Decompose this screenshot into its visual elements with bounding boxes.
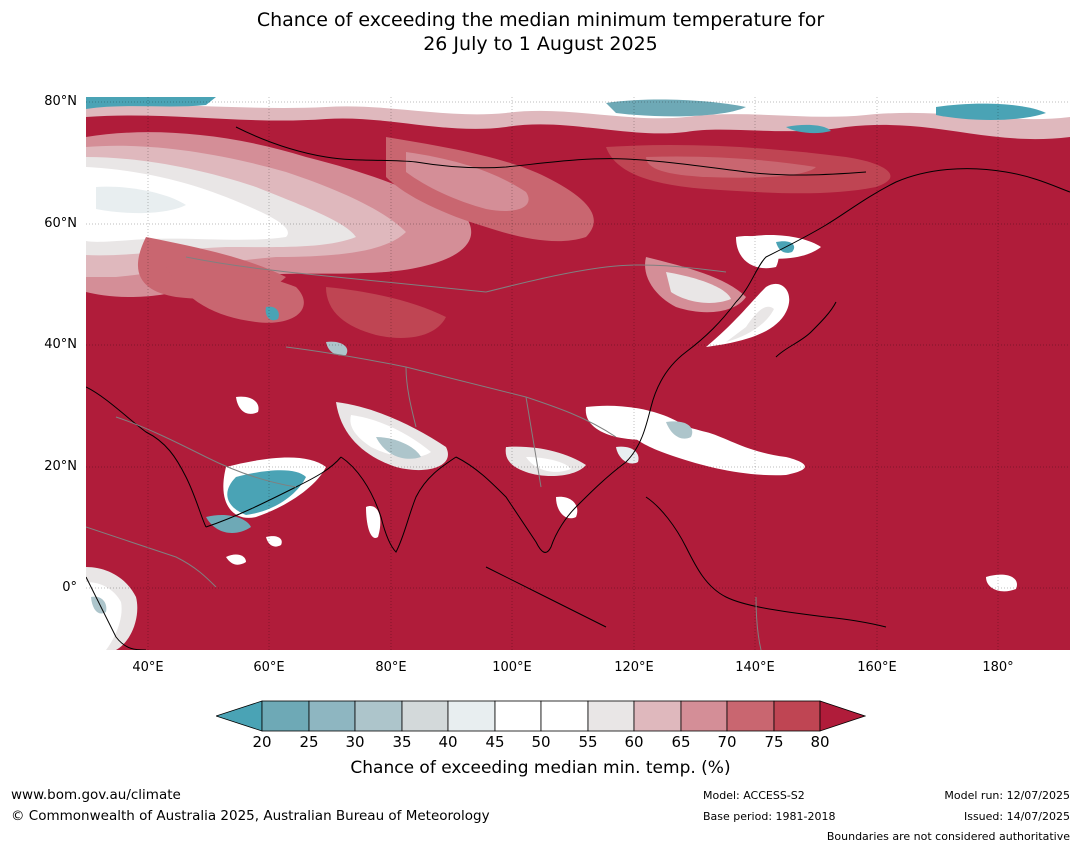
colorbar-tick-30: 30 xyxy=(345,733,365,751)
colorbar-label: Chance of exceeding median min. temp. (%… xyxy=(350,758,731,778)
lon-label-120e: 120°E xyxy=(614,660,654,675)
lon-label-60e: 60°E xyxy=(253,660,285,675)
colorbar-segment-30-35 xyxy=(354,700,403,732)
map-title: Chance of exceeding the median minimum t… xyxy=(0,8,1081,56)
footer-website[interactable]: www.bom.gov.au/climate xyxy=(11,787,181,803)
colorbar-segment-55-60 xyxy=(587,700,635,732)
colorbar-tick-20: 20 xyxy=(252,733,272,751)
colorbar-segment-70-75 xyxy=(726,700,775,732)
colorbar-segment-65-70 xyxy=(680,700,728,732)
lat-label-20n: 20°N xyxy=(44,459,77,474)
footer-model-run: Model run: 12/07/2025 xyxy=(944,789,1070,802)
title-line-2: 26 July to 1 August 2025 xyxy=(423,33,658,55)
lon-label-40e: 40°E xyxy=(132,660,164,675)
colorbar-tick-60: 60 xyxy=(624,733,644,751)
footer-issued: Issued: 14/07/2025 xyxy=(963,810,1070,823)
colorbar-tick-65: 65 xyxy=(671,733,691,751)
lat-label-80n: 80°N xyxy=(44,94,77,109)
lon-label-140e: 140°E xyxy=(735,660,775,675)
lon-label-180: 180° xyxy=(982,660,1014,675)
colorbar-tick-75: 75 xyxy=(764,733,784,751)
footer-boundaries-note: Boundaries are not considered authoritat… xyxy=(826,830,1070,843)
siberia-anomaly xyxy=(386,137,891,313)
colorbar-low-extend xyxy=(216,700,263,732)
central-asia-anomaly xyxy=(166,265,446,356)
colorbar-segment-50-55 xyxy=(540,700,589,732)
colorbar-segment-60-65 xyxy=(633,700,682,732)
title-line-1: Chance of exceeding the median minimum t… xyxy=(256,9,825,31)
lon-label-80e: 80°E xyxy=(375,660,407,675)
coastlines xyxy=(86,126,1070,650)
lat-label-60n: 60°N xyxy=(44,216,77,231)
colorbar-tick-35: 35 xyxy=(392,733,412,751)
africa-anomaly xyxy=(86,567,138,650)
western-russia-anomaly xyxy=(86,132,472,299)
arctic-band xyxy=(86,97,1070,140)
lat-label-0: 0° xyxy=(62,580,77,595)
footer-copyright: © Commonwealth of Australia 2025, Austra… xyxy=(11,808,490,824)
colorbar xyxy=(216,700,866,732)
country-boundaries xyxy=(86,256,762,650)
colorbar-tick-50: 50 xyxy=(531,733,551,751)
lon-label-100e: 100°E xyxy=(492,660,532,675)
colorbar-segment-75-80 xyxy=(773,700,821,732)
colorbar-segment-20-25 xyxy=(261,700,310,732)
graticule xyxy=(86,97,1070,650)
colorbar-tick-45: 45 xyxy=(485,733,505,751)
lon-label-160e: 160°E xyxy=(857,660,897,675)
south-asia-anomaly xyxy=(206,396,448,565)
footer-base-period: Base period: 1981-2018 xyxy=(703,810,836,823)
map-canvas xyxy=(86,97,1070,650)
colorbar-tick-80: 80 xyxy=(810,733,830,751)
colorbar-tick-25: 25 xyxy=(299,733,319,751)
colorbar-tick-40: 40 xyxy=(438,733,458,751)
colorbar-tick-70: 70 xyxy=(717,733,737,751)
colorbar-tick-55: 55 xyxy=(578,733,598,751)
colorbar-segment-35-40 xyxy=(401,700,449,732)
lat-label-40n: 40°N xyxy=(44,337,77,352)
footer-model: Model: ACCESS-S2 xyxy=(703,789,805,802)
colorbar-segment-25-30 xyxy=(308,700,356,732)
east-asia-anomaly xyxy=(505,235,1017,592)
colorbar-segment-40-45 xyxy=(447,700,496,732)
colorbar-high-extend xyxy=(819,700,866,732)
colorbar-segment-45-50 xyxy=(494,700,542,732)
forecast-map xyxy=(86,97,1070,650)
